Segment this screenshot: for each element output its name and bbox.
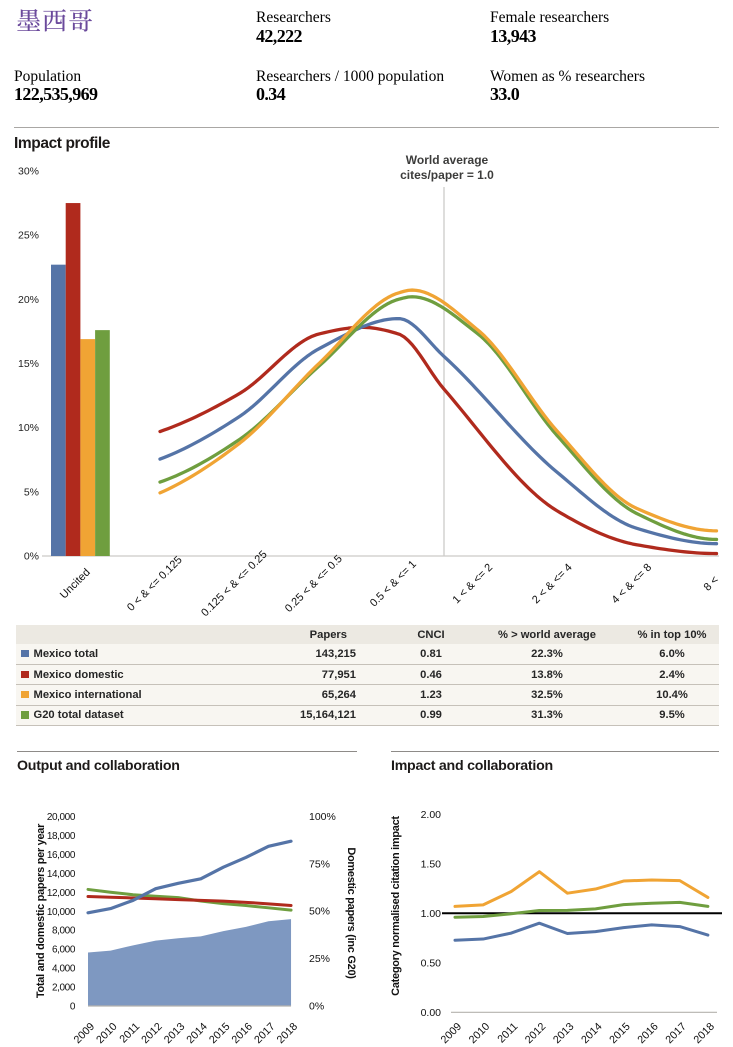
svg-text:12,000: 12,000 (47, 888, 76, 899)
svg-text:2012: 2012 (139, 1021, 164, 1046)
svg-text:2018: 2018 (275, 1021, 300, 1046)
svg-text:10%: 10% (18, 422, 39, 434)
svg-text:2011: 2011 (495, 1021, 520, 1046)
svg-text:50%: 50% (309, 906, 330, 918)
svg-text:2014: 2014 (184, 1021, 209, 1046)
svg-text:25%: 25% (309, 953, 330, 965)
svg-text:Uncited: Uncited (58, 566, 93, 601)
svg-text:0.25 < & <= 0.5: 0.25 < & <= 0.5 (283, 553, 345, 615)
svg-text:Total and domestic papers per: Total and domestic papers per year (35, 823, 47, 998)
svg-text:2016: 2016 (635, 1021, 660, 1046)
svg-text:8 <: 8 < (702, 574, 722, 594)
svg-text:0.00: 0.00 (421, 1007, 442, 1019)
svg-text:2017: 2017 (252, 1021, 277, 1046)
svg-text:2,000: 2,000 (52, 983, 76, 994)
svg-text:Domestic papers (inc G20): Domestic papers (inc G20) (345, 847, 357, 979)
svg-text:2013: 2013 (162, 1021, 187, 1046)
svg-text:2011: 2011 (117, 1021, 142, 1046)
svg-text:0.5 < & <= 1: 0.5 < & <= 1 (368, 558, 419, 609)
svg-text:2017: 2017 (663, 1021, 688, 1046)
svg-text:2009: 2009 (439, 1021, 464, 1046)
svg-text:2.00: 2.00 (421, 809, 442, 821)
svg-text:0.50: 0.50 (421, 957, 442, 969)
svg-text:0 < & <= 0.125: 0 < & <= 0.125 (125, 554, 185, 614)
svg-text:25%: 25% (18, 230, 39, 242)
svg-text:2015: 2015 (607, 1021, 632, 1046)
svg-text:100%: 100% (309, 811, 336, 823)
svg-text:0: 0 (70, 1002, 76, 1013)
svg-text:2012: 2012 (523, 1021, 548, 1046)
svg-text:2015: 2015 (207, 1021, 232, 1046)
svg-text:2010: 2010 (94, 1021, 119, 1046)
svg-text:cites/paper = 1.0: cites/paper = 1.0 (400, 168, 494, 182)
svg-text:2016: 2016 (230, 1021, 255, 1046)
svg-text:4 < & <= 8: 4 < & <= 8 (610, 562, 655, 607)
svg-text:2010: 2010 (467, 1021, 492, 1046)
svg-text:16,000: 16,000 (47, 850, 76, 861)
svg-text:18,000: 18,000 (47, 831, 76, 842)
svg-text:1.00: 1.00 (421, 908, 442, 920)
svg-text:2013: 2013 (551, 1021, 576, 1046)
svg-text:World average: World average (406, 153, 489, 167)
svg-text:2009: 2009 (72, 1021, 97, 1046)
svg-text:20%: 20% (18, 294, 39, 306)
svg-text:10,000: 10,000 (47, 907, 76, 918)
svg-text:0%: 0% (309, 1001, 324, 1013)
svg-text:Category normalised citation i: Category normalised citation impact (390, 816, 402, 996)
svg-text:20,000: 20,000 (47, 812, 76, 823)
svg-text:6,000: 6,000 (52, 945, 76, 956)
svg-text:15%: 15% (18, 358, 39, 370)
svg-text:0%: 0% (24, 551, 39, 563)
svg-text:4,000: 4,000 (52, 964, 76, 975)
svg-text:14,000: 14,000 (47, 869, 76, 880)
svg-text:2 < & <= 4: 2 < & <= 4 (530, 562, 575, 607)
svg-text:75%: 75% (309, 858, 330, 870)
svg-text:8,000: 8,000 (52, 926, 76, 937)
svg-text:2014: 2014 (579, 1021, 604, 1046)
svg-text:5%: 5% (24, 486, 39, 498)
svg-text:1.50: 1.50 (421, 858, 442, 870)
svg-text:1 < & <= 2: 1 < & <= 2 (451, 562, 496, 607)
svg-text:0.125 < & <= 0.25: 0.125 < & <= 0.25 (199, 549, 270, 620)
svg-text:2018: 2018 (692, 1021, 717, 1046)
svg-text:30%: 30% (18, 165, 39, 177)
